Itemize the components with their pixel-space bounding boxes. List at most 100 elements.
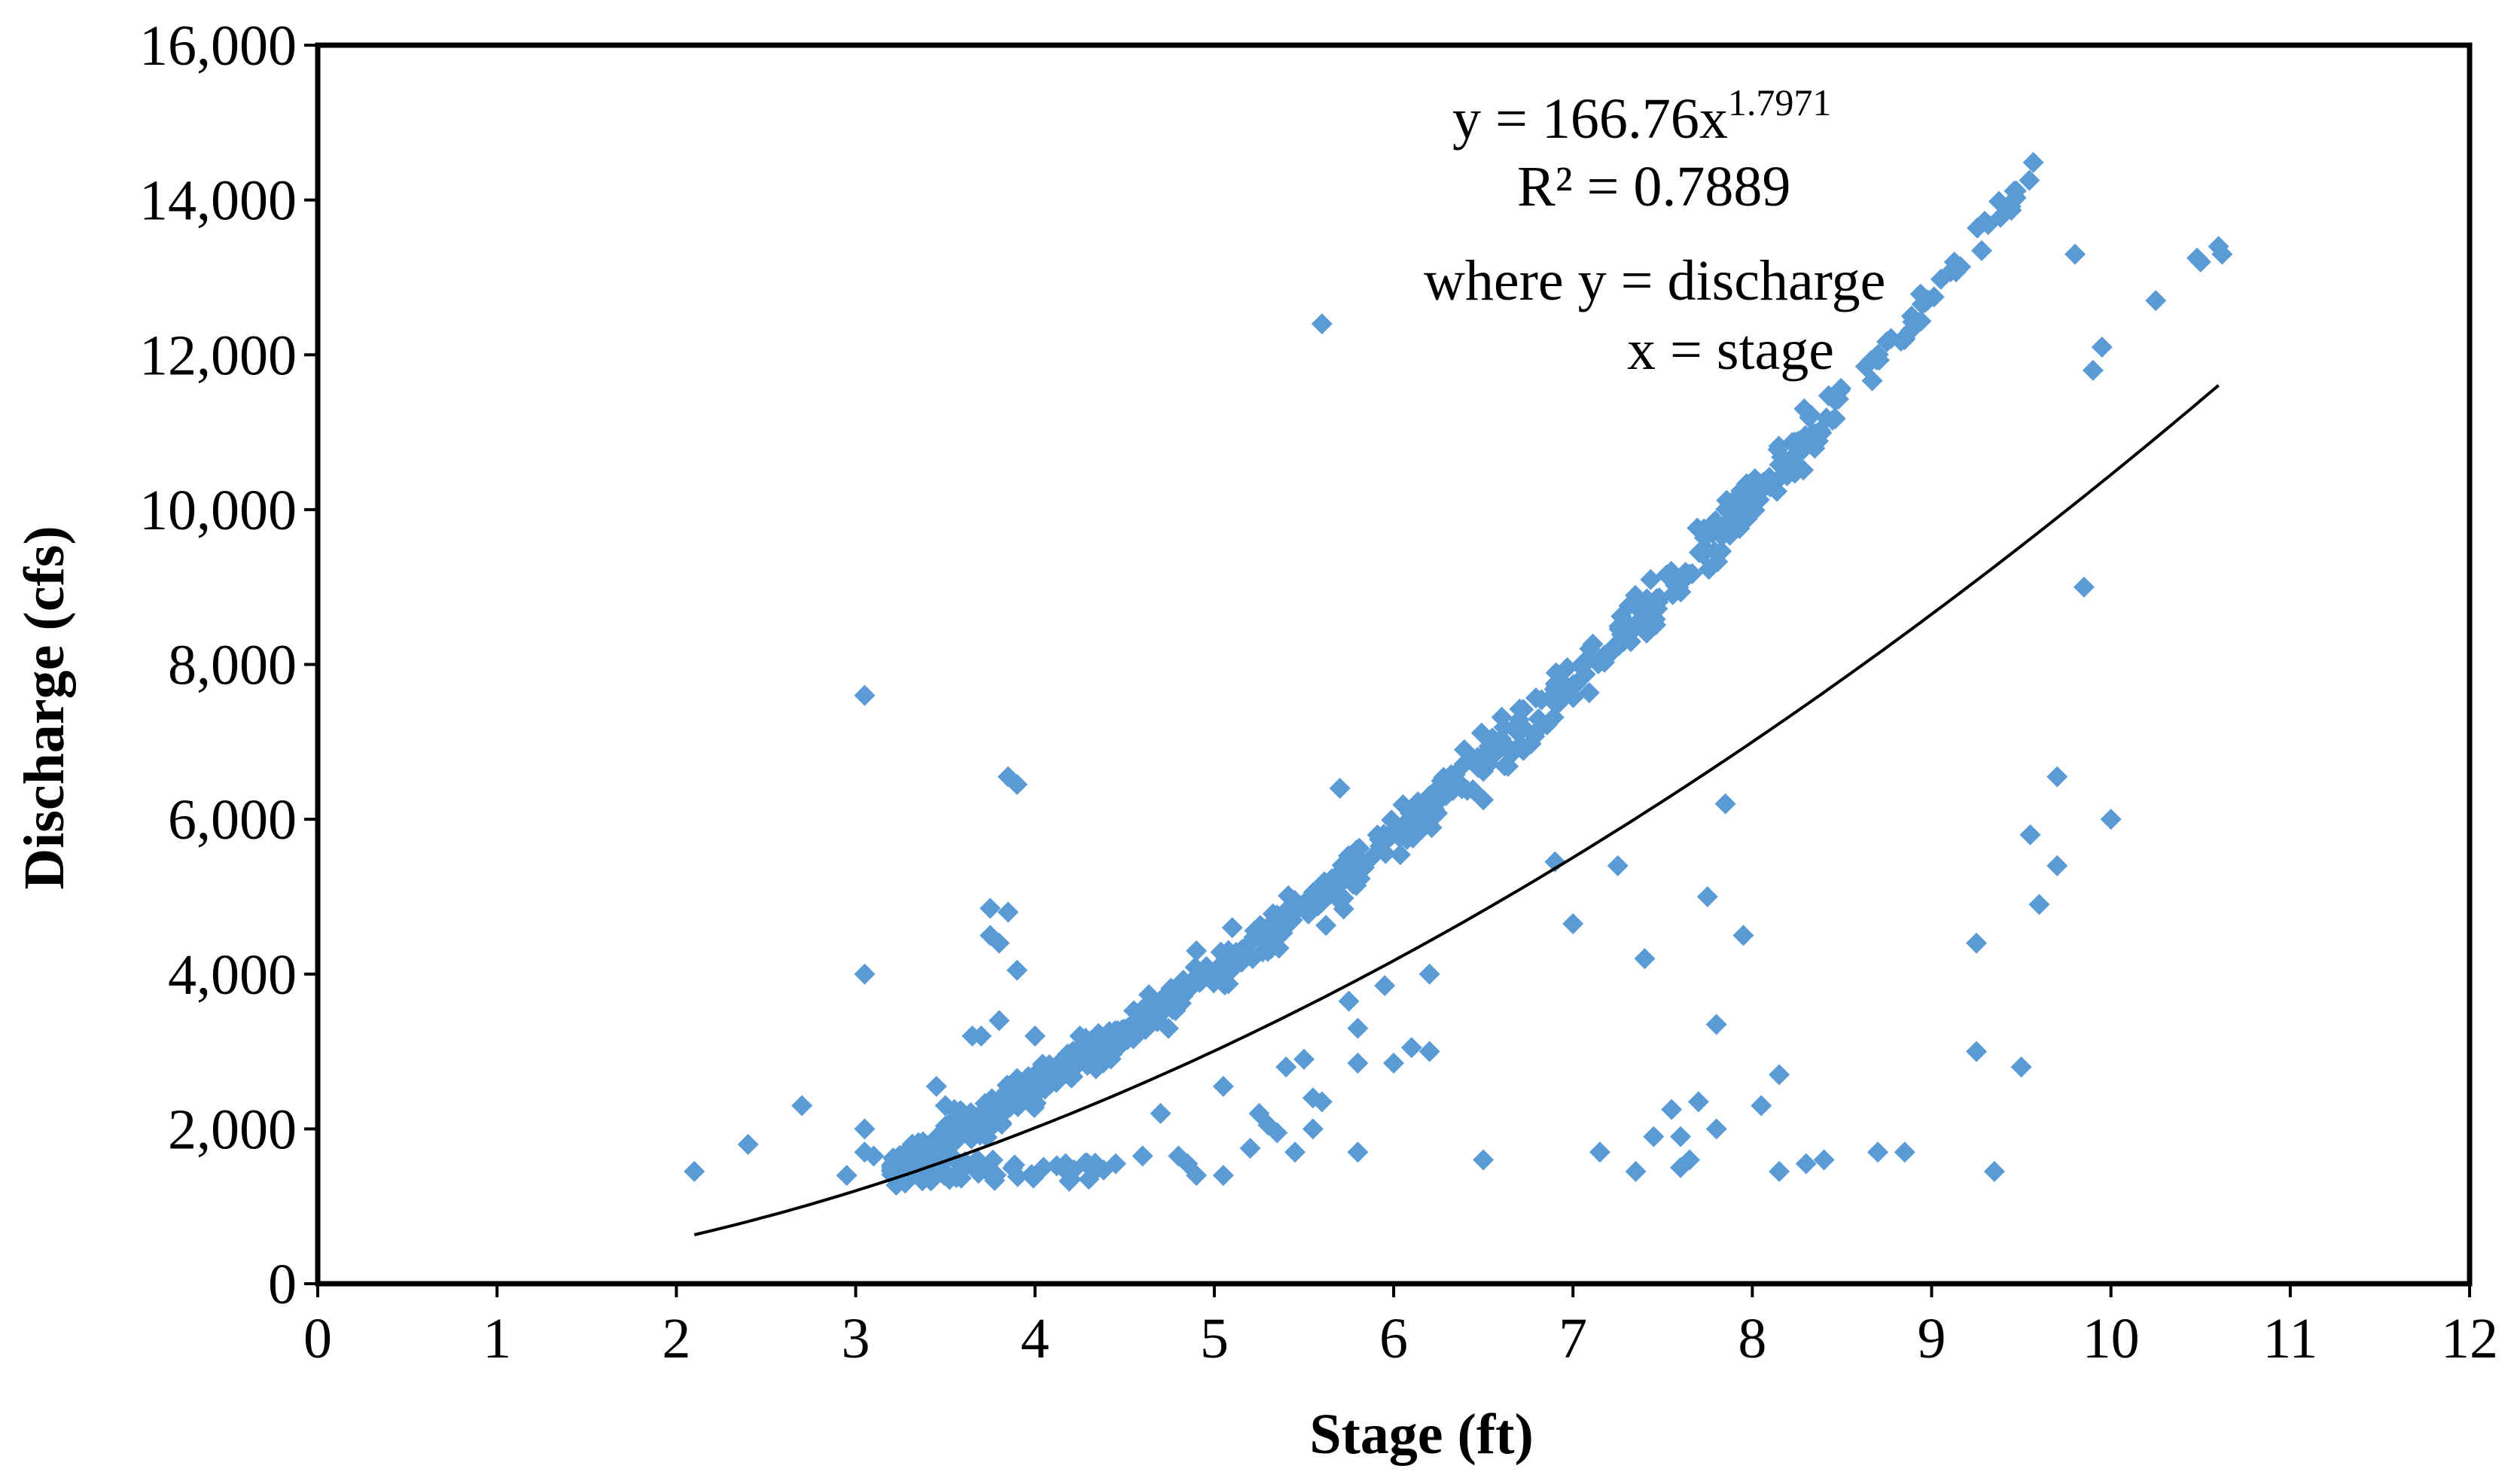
data-point bbox=[791, 1095, 813, 1117]
data-point bbox=[2145, 290, 2167, 312]
data-point bbox=[976, 1126, 998, 1148]
data-point bbox=[1427, 803, 1449, 824]
x-tick-label: 12 bbox=[2441, 1307, 2498, 1370]
data-point bbox=[1244, 920, 1266, 942]
data-point bbox=[1139, 995, 1161, 1017]
data-point bbox=[1302, 1118, 1324, 1140]
data-point bbox=[1636, 588, 1658, 610]
data-point bbox=[1678, 563, 1700, 585]
data-point bbox=[1769, 1160, 1790, 1182]
data-point bbox=[1284, 1141, 1306, 1163]
data-point bbox=[960, 1102, 982, 1123]
data-point bbox=[1546, 691, 1568, 713]
data-point bbox=[1769, 1064, 1790, 1086]
y-tick-label: 10,000 bbox=[139, 479, 297, 542]
data-point bbox=[1342, 864, 1364, 885]
data-point bbox=[1369, 835, 1391, 857]
data-point bbox=[1221, 917, 1243, 939]
data-point bbox=[1634, 948, 1656, 970]
x-tick-label: 2 bbox=[662, 1307, 690, 1370]
data-point bbox=[1473, 789, 1495, 811]
data-point bbox=[1589, 1141, 1611, 1163]
data-point bbox=[1482, 727, 1504, 749]
data-point bbox=[1705, 1118, 1727, 1140]
data-point bbox=[2211, 243, 2233, 265]
data-point bbox=[1732, 925, 1754, 946]
data-point bbox=[989, 932, 1010, 954]
data-point bbox=[684, 1160, 705, 1182]
data-point bbox=[1033, 1156, 1055, 1178]
data-point bbox=[1729, 491, 1751, 513]
data-point bbox=[1183, 968, 1205, 990]
data-point bbox=[1966, 932, 1988, 954]
data-point bbox=[1698, 559, 1720, 580]
data-point bbox=[1297, 900, 1318, 922]
data-point bbox=[1578, 681, 1600, 703]
data-point bbox=[1531, 689, 1553, 711]
data-point bbox=[1813, 1149, 1835, 1171]
data-point bbox=[1311, 1091, 1333, 1113]
data-point bbox=[977, 1156, 998, 1178]
data-point bbox=[980, 1107, 1001, 1129]
y-tick-label: 0 bbox=[268, 1253, 297, 1316]
data-point bbox=[1818, 385, 1839, 407]
power-trendline bbox=[693, 384, 2220, 1236]
data-point bbox=[2091, 336, 2113, 358]
data-point bbox=[1347, 1052, 1369, 1074]
data-point bbox=[930, 1162, 952, 1184]
data-point bbox=[1711, 541, 1732, 562]
data-point bbox=[959, 1118, 981, 1140]
data-point bbox=[1069, 1025, 1091, 1047]
data-point bbox=[1166, 993, 1188, 1015]
data-point bbox=[1150, 1102, 1172, 1124]
data-point bbox=[1186, 940, 1208, 961]
data-point bbox=[2186, 247, 2208, 269]
data-point bbox=[1983, 1160, 2005, 1182]
data-points-layer bbox=[684, 151, 2233, 1196]
data-point bbox=[1210, 961, 1232, 983]
data-point bbox=[2019, 169, 2040, 191]
data-point bbox=[1315, 915, 1337, 937]
y-tick-label: 14,000 bbox=[139, 169, 297, 233]
data-point bbox=[1867, 1141, 1889, 1163]
data-point bbox=[1625, 1160, 1647, 1182]
data-point bbox=[1562, 913, 1584, 934]
data-point bbox=[1593, 644, 1615, 666]
data-point bbox=[2100, 809, 2122, 830]
x-tick-label: 4 bbox=[1021, 1307, 1050, 1370]
data-point bbox=[1989, 206, 2011, 228]
data-point bbox=[1268, 908, 1290, 930]
data-point bbox=[1186, 1165, 1208, 1187]
data-point bbox=[1006, 773, 1028, 795]
x-tick-label: 11 bbox=[2263, 1307, 2317, 1370]
x-tick-label: 9 bbox=[1918, 1307, 1946, 1370]
data-point bbox=[1766, 470, 1787, 492]
data-point bbox=[1428, 777, 1449, 799]
data-point bbox=[1419, 963, 1440, 985]
data-point bbox=[1132, 1145, 1153, 1167]
x-tick-label: 3 bbox=[842, 1307, 870, 1370]
data-point bbox=[1329, 778, 1351, 799]
equation-main: y = 166.76x bbox=[1452, 87, 1728, 151]
data-point bbox=[1687, 517, 1708, 539]
data-point bbox=[1311, 313, 1333, 335]
data-point bbox=[1081, 1035, 1103, 1056]
data-point bbox=[1868, 349, 1890, 371]
data-point bbox=[949, 1160, 971, 1182]
plot-area-border bbox=[315, 42, 2473, 1287]
data-point bbox=[971, 1025, 992, 1047]
data-point bbox=[1333, 898, 1355, 920]
data-point bbox=[1157, 1017, 1179, 1039]
data-point bbox=[1060, 1169, 1082, 1190]
data-point bbox=[854, 963, 876, 985]
data-point bbox=[912, 1170, 934, 1192]
y-tick-label: 16,000 bbox=[139, 14, 297, 78]
data-point bbox=[1678, 1149, 1700, 1171]
data-point bbox=[1389, 844, 1411, 866]
data-point bbox=[737, 1133, 759, 1155]
data-point bbox=[1696, 885, 1718, 907]
data-point bbox=[1744, 468, 1766, 489]
data-point bbox=[1644, 608, 1666, 630]
data-point bbox=[1970, 239, 1992, 261]
